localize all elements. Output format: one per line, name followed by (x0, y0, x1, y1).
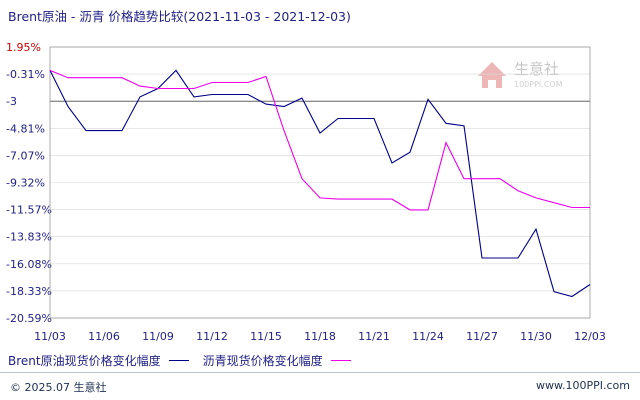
x-tick-label: 11/12 (196, 330, 228, 343)
grid (50, 46, 590, 319)
x-tick-label: 11/03 (34, 330, 66, 343)
legend-swatch-brent (168, 360, 189, 361)
series-line-asphalt (49, 69, 590, 211)
plot-frame (49, 46, 591, 319)
footer-copyright: © 2025.07 生意社 (10, 381, 107, 394)
y-tick-label: -11.57% (6, 204, 52, 217)
series-line-brent (49, 69, 591, 298)
watermark-logo-icon (478, 62, 506, 88)
legend-swatch-asphalt (330, 360, 351, 361)
y-tick-label: -13.83% (6, 231, 52, 244)
y-tick-label: -20.59% (6, 312, 52, 325)
y-tick-label: -7.07% (6, 149, 45, 162)
series-layer (49, 69, 591, 298)
footer: © 2025.07 生意社 www.100PPI.com (0, 372, 640, 400)
x-axis: 11/03 11/06 11/09 11/12 11/15 11/18 11/21 11/24… (34, 330, 606, 343)
y-tick-label: 1.95% (6, 41, 41, 54)
x-tick-label: 11/27 (466, 330, 498, 343)
y-tick-label: -9.32% (6, 177, 45, 190)
y-tick-label: -3 (6, 95, 17, 108)
x-tick-label: 11/24 (412, 330, 444, 343)
x-tick-label: 11/15 (250, 330, 282, 343)
x-tick-label: 11/21 (358, 330, 390, 343)
chart-title: Brent原油 - 沥青 价格趋势比较(2021-11-03 - 2021-12… (8, 9, 351, 24)
x-tick-label: 11/30 (520, 330, 552, 343)
x-tick-label: 11/18 (304, 330, 336, 343)
y-tick-label: -4.81% (6, 122, 45, 135)
y-tick-label: -0.31% (6, 68, 45, 81)
legend-label-asphalt: 沥青现货价格变化幅度 (202, 354, 323, 368)
legend-label-brent: Brent原油现货价格变化幅度 (8, 354, 161, 368)
x-tick-label: 11/09 (142, 330, 174, 343)
y-axis: 1.95% -0.31% -3 -4.81% -7.07% -9.32% -11.57% -1… (6, 41, 52, 325)
x-tick-label: 11/06 (88, 330, 120, 343)
watermark-name: 生意社 (514, 60, 559, 78)
x-tick-label: 12/03 (574, 330, 606, 343)
y-tick-label: -16.08% (6, 258, 52, 271)
y-tick-label: -18.33% (6, 285, 52, 298)
legend: Brent原油现货价格变化幅度 沥青现货价格变化幅度 (8, 352, 365, 369)
watermark-domain: 100PPI.COM (514, 80, 563, 89)
footer-site-link[interactable]: www.100PPI.com (536, 379, 630, 392)
chart-svg: 生意社 100PPI.COM 1.95% -0.31% -3 -4.81% -7.07%… (6, 41, 606, 343)
